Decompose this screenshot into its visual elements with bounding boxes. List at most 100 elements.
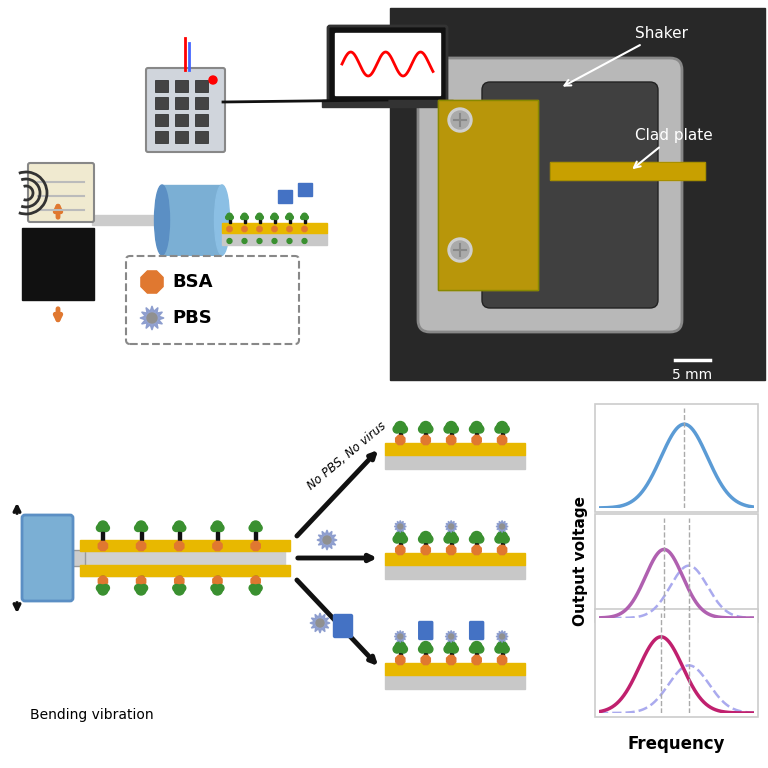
Bar — [273, 216, 276, 223]
Circle shape — [300, 215, 305, 220]
Bar — [222, 223, 327, 233]
Bar — [501, 537, 504, 553]
Circle shape — [502, 535, 509, 543]
Circle shape — [179, 525, 186, 531]
Polygon shape — [251, 576, 260, 586]
Circle shape — [134, 584, 141, 591]
Circle shape — [302, 239, 307, 243]
Ellipse shape — [154, 185, 170, 255]
Circle shape — [250, 585, 260, 595]
Circle shape — [173, 525, 180, 531]
FancyBboxPatch shape — [328, 26, 447, 102]
Bar — [385, 675, 525, 689]
Circle shape — [136, 521, 146, 531]
Bar — [550, 162, 705, 180]
Circle shape — [502, 645, 509, 653]
Text: Shaker: Shaker — [564, 26, 688, 85]
Bar — [322, 100, 453, 107]
Bar — [595, 609, 758, 717]
Circle shape — [226, 215, 230, 220]
Circle shape — [449, 524, 454, 529]
Circle shape — [448, 238, 472, 262]
Polygon shape — [498, 545, 507, 554]
Circle shape — [469, 425, 477, 433]
Bar — [229, 216, 230, 223]
Circle shape — [476, 425, 484, 433]
Bar — [177, 576, 180, 590]
Circle shape — [419, 425, 426, 433]
Polygon shape — [446, 655, 455, 664]
FancyBboxPatch shape — [470, 621, 484, 640]
Bar — [450, 647, 452, 663]
Circle shape — [476, 535, 484, 543]
Circle shape — [393, 535, 401, 543]
Bar — [222, 233, 327, 245]
Polygon shape — [472, 655, 482, 664]
Bar — [475, 537, 478, 553]
Bar — [195, 131, 208, 143]
Bar — [80, 565, 290, 576]
Circle shape — [304, 215, 308, 220]
Circle shape — [244, 215, 248, 220]
Bar — [475, 647, 478, 663]
Circle shape — [444, 645, 452, 653]
Bar — [195, 114, 208, 126]
Circle shape — [213, 585, 223, 595]
Circle shape — [136, 585, 146, 595]
Polygon shape — [421, 545, 430, 554]
Circle shape — [98, 521, 108, 531]
Text: 5 mm: 5 mm — [672, 368, 712, 382]
FancyBboxPatch shape — [333, 614, 353, 637]
Circle shape — [274, 215, 278, 220]
Circle shape — [217, 584, 224, 591]
Bar — [501, 647, 504, 663]
Polygon shape — [446, 435, 455, 445]
Bar — [195, 80, 208, 92]
Bar — [243, 216, 246, 223]
Circle shape — [257, 214, 263, 219]
Circle shape — [255, 525, 262, 531]
Polygon shape — [498, 435, 507, 445]
Circle shape — [425, 535, 433, 543]
Bar — [175, 80, 188, 92]
Bar — [399, 427, 402, 443]
Circle shape — [495, 425, 502, 433]
Circle shape — [102, 584, 109, 591]
Bar — [155, 80, 168, 92]
Bar — [177, 526, 180, 540]
Circle shape — [209, 76, 217, 84]
Bar — [335, 33, 440, 95]
Polygon shape — [98, 541, 108, 551]
Bar — [385, 663, 525, 675]
Circle shape — [398, 634, 402, 639]
Circle shape — [497, 531, 508, 542]
Bar — [438, 100, 538, 290]
Bar — [155, 97, 168, 109]
Circle shape — [476, 645, 484, 653]
Bar — [385, 553, 525, 565]
Circle shape — [445, 422, 457, 432]
Polygon shape — [445, 631, 457, 643]
Circle shape — [286, 215, 290, 220]
Bar — [140, 526, 143, 540]
Polygon shape — [213, 576, 222, 586]
Circle shape — [451, 111, 469, 129]
Polygon shape — [421, 655, 430, 664]
Circle shape — [249, 584, 257, 591]
Bar — [195, 97, 208, 109]
Bar — [595, 404, 758, 512]
Bar — [92, 215, 162, 225]
Circle shape — [259, 215, 263, 220]
Circle shape — [98, 585, 108, 595]
Circle shape — [451, 241, 469, 259]
Circle shape — [497, 641, 508, 653]
Bar — [254, 526, 257, 540]
Circle shape — [257, 239, 262, 243]
Polygon shape — [310, 613, 330, 633]
Polygon shape — [496, 631, 508, 643]
Polygon shape — [445, 521, 457, 532]
Text: PBS: PBS — [172, 309, 212, 327]
Circle shape — [419, 535, 426, 543]
Bar — [175, 97, 188, 109]
Circle shape — [302, 214, 307, 219]
